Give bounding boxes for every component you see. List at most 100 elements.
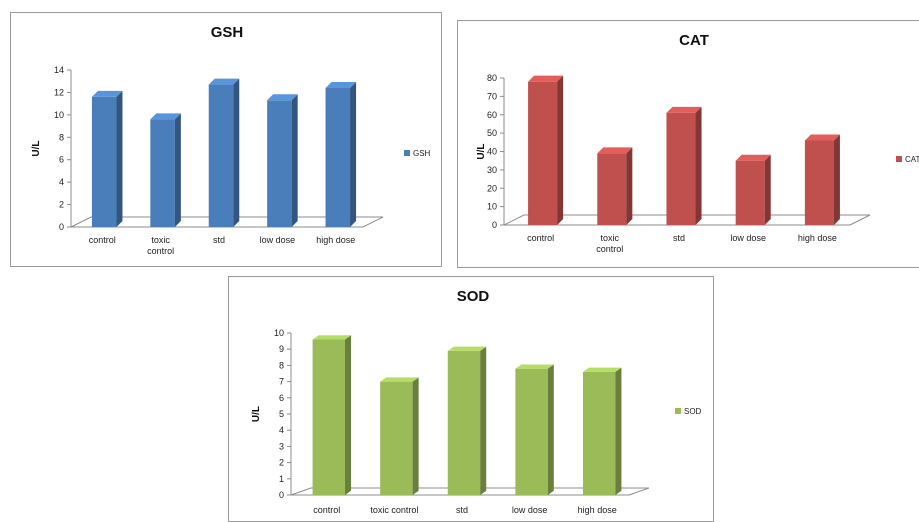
sod-bar-chart: SOD 0 1 2 3 4 5 6 7 8 9 10 U/L control toxic control st… <box>251 288 702 515</box>
cat-bar-top <box>735 154 771 161</box>
sod-bar <box>582 367 622 495</box>
sod-bar-top <box>515 364 554 369</box>
gsh-x-tick-label: low dose <box>260 235 296 245</box>
sod-bar-top <box>312 335 352 340</box>
sod-bar-top <box>582 367 622 372</box>
cat-chart-panel: CAT 0 10 20 30 40 50 60 70 80 U/L control toxic contr… <box>457 20 919 268</box>
cat-x-tick-label: std <box>673 233 685 243</box>
gsh-x-tick-label: high dose <box>316 235 355 245</box>
sod-bar-front <box>447 350 481 495</box>
sod-bar <box>380 377 419 495</box>
gsh-chart-title: GSH <box>211 24 244 41</box>
sod-bar-side <box>480 346 487 495</box>
gsh-bar <box>325 81 357 227</box>
gsh-bar-top <box>150 113 181 120</box>
cat-bar <box>666 106 702 225</box>
cat-bar-side <box>695 106 702 225</box>
cat-x-tick-label: high dose <box>798 233 837 243</box>
cat-bar-side <box>626 147 633 225</box>
sod-bar-side <box>412 377 419 495</box>
sod-legend: SOD <box>675 407 702 416</box>
gsh-bar-side <box>233 78 240 227</box>
gsh-bar-chart: GSH 0 2 4 6 8 10 12 14 U/L control toxic control std l… <box>31 24 431 256</box>
gsh-bar <box>91 90 123 228</box>
gsh-bar-front <box>267 100 292 227</box>
sod-bar-side <box>345 335 352 495</box>
gsh-y-tick-label: 12 <box>54 87 64 97</box>
gsh-bar-front <box>150 119 175 227</box>
sod-y-tick-label: 2 <box>279 458 284 468</box>
cat-y-tick-label: 40 <box>487 147 497 157</box>
sod-bar-front <box>312 339 346 495</box>
gsh-bar-side <box>350 81 357 227</box>
gsh-chart-floor <box>70 216 384 228</box>
sod-y-tick-label: 6 <box>279 393 284 403</box>
cat-y-tick-label: 60 <box>487 110 497 120</box>
cat-legend-label: CAT <box>905 155 919 164</box>
sod-bar-top <box>380 377 419 382</box>
sod-y-axis-label: U/L <box>251 406 262 422</box>
sod-chart-panel: SOD 0 1 2 3 4 5 6 7 8 9 10 U/L control toxic control st… <box>228 276 714 522</box>
sod-x-tick-label: control <box>313 505 340 515</box>
sod-x-tick-label: high dose <box>578 505 617 515</box>
cat-bar-front <box>735 160 765 225</box>
cat-y-tick-label: 30 <box>487 165 497 175</box>
gsh-bar-front <box>325 87 351 227</box>
gsh-y-tick-label: 8 <box>59 132 64 142</box>
cat-y-tick-label: 20 <box>487 183 497 193</box>
gsh-bar-front <box>208 84 234 227</box>
cat-y-tick-label: 50 <box>487 128 497 138</box>
cat-y-tick-label: 80 <box>487 73 497 83</box>
gsh-y-tick-label: 10 <box>54 110 64 120</box>
cat-bar-top <box>528 75 564 82</box>
gsh-y-tick-label: 4 <box>59 177 64 187</box>
cat-bar-top <box>666 106 702 113</box>
cat-bar <box>597 147 633 225</box>
gsh-bar-side <box>174 113 181 227</box>
sod-y-tick-label: 8 <box>279 360 284 370</box>
sod-bar-side <box>547 364 554 495</box>
gsh-bar-side <box>291 94 298 228</box>
gsh-x-tick-label: std <box>213 235 225 245</box>
cat-legend: CAT <box>896 155 919 164</box>
sod-x-tick-label: std <box>456 505 468 515</box>
cat-y-tick-label: 0 <box>492 220 497 230</box>
cat-y-axis-label: U/L <box>476 143 487 159</box>
sod-bar <box>515 364 554 495</box>
cat-x-tick-label: control <box>527 233 554 243</box>
sod-bar-front <box>515 368 548 495</box>
sod-x-tick-label: toxic control <box>370 505 418 515</box>
gsh-y-tick-label: 0 <box>59 222 64 232</box>
gsh-bar <box>267 94 298 228</box>
cat-bar-front <box>804 140 834 225</box>
gsh-bar-top <box>267 94 298 101</box>
cat-legend-swatch <box>896 156 902 162</box>
sod-bar-front <box>380 381 413 495</box>
sod-bar <box>312 335 352 495</box>
gsh-bar <box>150 113 181 227</box>
gsh-legend-label: GSH <box>413 149 431 158</box>
gsh-y-tick-label: 14 <box>54 65 64 75</box>
cat-y-tick-label: 10 <box>487 202 497 212</box>
cat-bar <box>804 134 840 225</box>
sod-y-tick-label: 3 <box>279 441 284 451</box>
gsh-bar-top <box>325 81 357 88</box>
sod-y-tick-label: 0 <box>279 490 284 500</box>
cat-bar-front <box>597 153 627 225</box>
sod-chart-title: SOD <box>457 288 490 305</box>
sod-y-tick-label: 10 <box>274 328 284 338</box>
cat-bar-chart: CAT 0 10 20 30 40 50 60 70 80 U/L control toxic contr… <box>476 32 919 254</box>
cat-chart-floor <box>503 214 871 226</box>
cat-x-tick-label: low dose <box>730 233 766 243</box>
cat-bar-side <box>833 134 840 225</box>
sod-y-tick-label: 4 <box>279 425 284 435</box>
gsh-y-tick-label: 6 <box>59 155 64 165</box>
sod-bar-front <box>582 371 616 495</box>
sod-legend-swatch <box>675 408 681 414</box>
gsh-bar-front <box>91 96 117 228</box>
cat-bar-top <box>597 147 633 154</box>
gsh-legend: GSH <box>404 149 431 158</box>
sod-y-tick-label: 1 <box>279 474 284 484</box>
gsh-legend-swatch <box>404 150 410 156</box>
gsh-chart-panel: GSH 0 2 4 6 8 10 12 14 U/L control toxic control std l… <box>10 12 442 267</box>
